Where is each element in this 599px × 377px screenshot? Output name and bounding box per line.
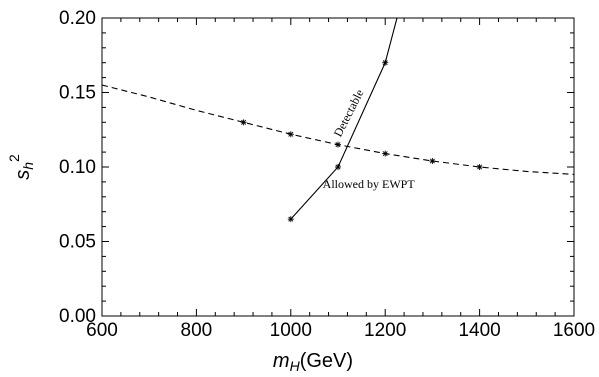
x-tick-label: 600 [86, 320, 118, 341]
data-point-marker [335, 141, 341, 148]
x-axis-label-sub: H [290, 358, 301, 374]
y-tick-label: 0.20 [59, 8, 96, 29]
annotation-detectable: Detectable [331, 87, 367, 139]
y-axis-label-main: s [12, 170, 34, 180]
axis-ticks: 600 800 1000 1200 1400 1600 0.00 0.05 0.10 0.15 0.… [59, 8, 595, 341]
x-axis-label-unit: (GeV) [300, 350, 353, 372]
x-tick-label: 800 [181, 320, 213, 341]
data-point-marker [382, 59, 389, 66]
data-point-marker [287, 216, 294, 223]
series-line-detectable [290, 18, 398, 220]
x-tick-label: 1000 [270, 320, 312, 341]
y-axis-label-sub: h [20, 162, 36, 170]
x-axis-label: mH(GeV) [273, 350, 353, 374]
data-point-marker [382, 150, 389, 157]
x-axis-label-main: m [273, 350, 290, 372]
data-point-marker [335, 164, 341, 170]
y-tick-label: 0.15 [59, 83, 96, 104]
y-tick-label: 0.00 [59, 306, 96, 327]
x-tick-label: 1600 [553, 320, 595, 341]
annotation-allowed-by-ewpt: Allowed by EWPT [323, 177, 416, 191]
data-point-marker [476, 164, 483, 170]
data-point-marker [429, 158, 436, 165]
y-axis-label: sh2 [6, 154, 36, 180]
x-tick-label: 1400 [458, 320, 500, 341]
data-point-marker [240, 119, 247, 126]
x-tick-label: 1200 [364, 320, 406, 341]
svg-text:sh2: sh2 [6, 154, 36, 180]
y-tick-label: 0.10 [59, 157, 96, 178]
y-axis-label-sup: 2 [6, 154, 22, 162]
plot-area [101, 17, 575, 317]
y-tick-label: 0.05 [59, 232, 96, 253]
data-point-marker [287, 131, 294, 138]
